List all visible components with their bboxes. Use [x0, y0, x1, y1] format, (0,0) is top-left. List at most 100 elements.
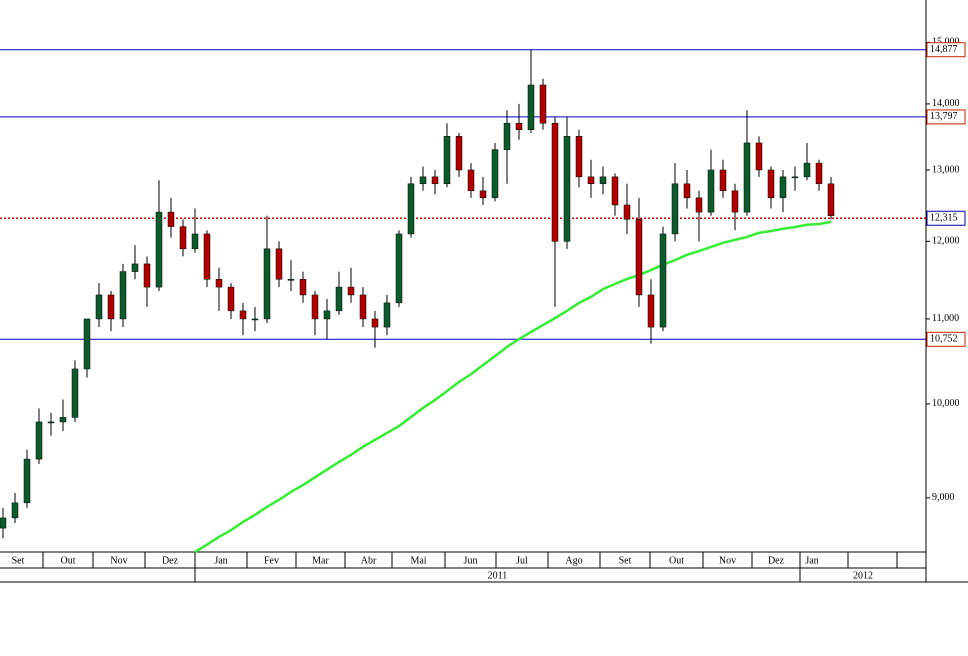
candle-body — [215, 279, 223, 288]
candle-body — [131, 263, 139, 272]
candle-body — [467, 169, 475, 192]
y-tick-label: 9,000 — [932, 492, 955, 503]
x-tick-label: Set — [12, 555, 25, 566]
candle-body — [371, 318, 379, 328]
candle-body — [323, 310, 331, 320]
candle-body — [59, 417, 67, 423]
candle-body — [815, 162, 823, 185]
candle-body — [731, 190, 739, 213]
x-tick-label: Nov — [719, 555, 736, 566]
candle-body — [743, 142, 751, 213]
candle-body — [539, 84, 547, 124]
x-tick-label: Out — [669, 555, 684, 566]
x-tick-label: Ago — [565, 555, 582, 566]
x-tick-label: Dez — [768, 555, 785, 566]
candle-body — [347, 286, 355, 296]
candle-body — [191, 233, 199, 250]
candle-body — [275, 248, 283, 280]
candle-body — [71, 368, 79, 418]
candle-body — [647, 294, 655, 328]
candle-body — [107, 294, 115, 320]
candle-body — [395, 233, 403, 304]
x-tick-label: Mar — [312, 555, 329, 566]
x-tick-label: Nov — [110, 555, 127, 566]
candle-body — [503, 122, 511, 150]
candle-body — [479, 190, 487, 199]
candle-body — [611, 176, 619, 206]
candle-body — [791, 176, 799, 179]
candle-body — [35, 421, 43, 460]
y-tick-label: 14,000 — [932, 98, 960, 109]
candle-body — [179, 226, 187, 250]
candle-body — [83, 318, 91, 370]
candle-body — [707, 169, 715, 213]
candle-body — [419, 176, 427, 185]
candle-body — [383, 302, 391, 328]
y-tick-label: 15,000 — [932, 37, 960, 48]
candle-body — [767, 169, 775, 199]
candle-body — [251, 318, 259, 321]
x-tick-label: Out — [61, 555, 76, 566]
level-label: 10,752 — [930, 334, 958, 345]
candle-body — [239, 310, 247, 320]
candle-body — [563, 136, 571, 242]
candle-body — [155, 211, 163, 288]
y-tick-label: 11,000 — [932, 313, 959, 324]
y-tick-label: 10,000 — [932, 398, 960, 409]
candle-body — [587, 176, 595, 185]
candle-body — [527, 84, 535, 130]
candle-body — [287, 279, 295, 281]
x-tick-label: Fev — [264, 555, 279, 566]
level-label-box — [926, 42, 966, 58]
candle-body — [491, 149, 499, 199]
candle-body — [659, 233, 667, 328]
level-label: 12,315 — [930, 213, 958, 224]
moving-average — [194, 220, 832, 554]
candle-body — [551, 122, 559, 242]
candle-body — [359, 294, 367, 320]
x-tick-label: Set — [619, 555, 632, 566]
candle-body — [95, 294, 103, 320]
candle-body — [11, 502, 19, 519]
level-label: 14,877 — [930, 44, 958, 55]
candle-body — [671, 183, 679, 235]
candle-body — [407, 183, 415, 235]
candle-body — [167, 211, 175, 227]
level-label-box — [926, 210, 966, 226]
candle-body — [515, 122, 523, 130]
candle-body — [575, 136, 583, 178]
candle-body — [203, 233, 211, 280]
x-tick-label: Jul — [516, 555, 528, 566]
y-tick-label: 12,000 — [932, 236, 960, 247]
candle-body — [635, 219, 643, 296]
candle-body — [803, 162, 811, 178]
level-label-box — [926, 109, 966, 125]
candle-body — [299, 279, 307, 296]
x-tick-label: Jan — [214, 555, 227, 566]
candle-body — [263, 248, 271, 320]
candle-body — [143, 263, 151, 288]
candle-body — [827, 183, 835, 216]
candle-body — [431, 176, 439, 185]
candle-body — [119, 271, 127, 320]
level-label-box — [926, 331, 966, 347]
x-tick-label: Mai — [410, 555, 426, 566]
candle-body — [443, 136, 451, 185]
year-label: 2011 — [488, 570, 508, 581]
candle-body — [599, 176, 607, 185]
x-tick-label: Jan — [805, 555, 818, 566]
candle-body — [227, 286, 235, 312]
candle-body — [623, 204, 631, 220]
candle-body — [683, 183, 691, 199]
candle-body — [335, 286, 343, 312]
candle-body — [719, 169, 727, 192]
candle-body — [695, 197, 703, 213]
candle-body — [47, 421, 55, 424]
year-label: 2012 — [853, 570, 873, 581]
x-tick-label: Jun — [464, 555, 478, 566]
candle-body — [311, 294, 319, 320]
candle-body — [23, 458, 31, 504]
level-label: 13,797 — [930, 111, 958, 122]
